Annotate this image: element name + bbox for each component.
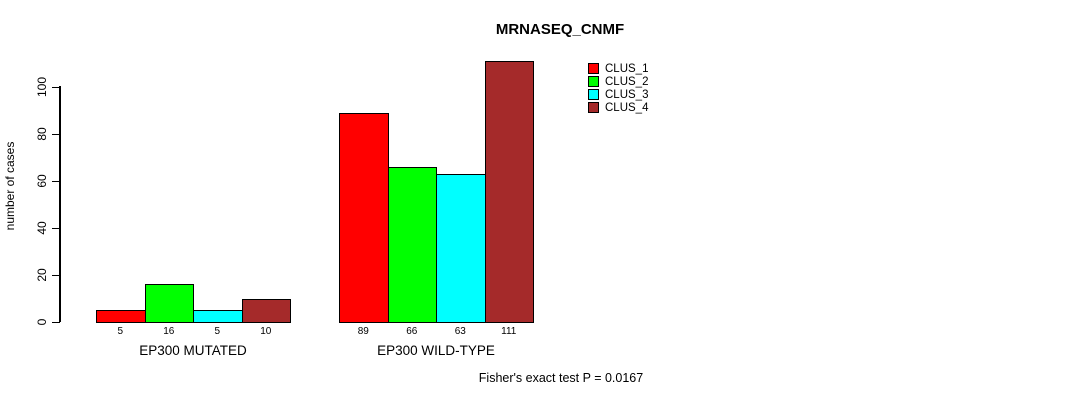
bar-value-clus_4-ep300-wild-type: 111 [501, 326, 517, 337]
legend-item-clus_1: CLUS_1 [588, 62, 648, 75]
legend-swatch-clus_4 [588, 102, 599, 113]
y-tick-mark-60 [52, 180, 60, 182]
bar-value-clus_1-ep300-wild-type: 89 [357, 326, 369, 337]
y-tick-label-60: 60 [35, 174, 49, 188]
legend-label-clus_4: CLUS_4 [605, 101, 649, 114]
bar-clus_4-ep300-wild-type [484, 61, 534, 323]
bar-value-clus_3-ep300-wild-type: 63 [454, 326, 466, 337]
bar-clus_1-ep300-mutated [96, 310, 146, 323]
legend: CLUS_1 CLUS_2 CLUS_3 CLUS_4 [588, 62, 648, 114]
bar-clus_3-ep300-wild-type [436, 173, 486, 323]
y-axis-line [59, 86, 61, 322]
y-tick-label-20: 20 [35, 268, 49, 282]
y-axis-label: number of cases [3, 141, 17, 231]
bar-value-clus_2-ep300-mutated: 16 [163, 326, 175, 337]
legend-item-clus_4: CLUS_4 [588, 101, 648, 114]
fisher-test-note: Fisher's exact test P = 0.0167 [478, 371, 644, 385]
legend-label-clus_3: CLUS_3 [605, 88, 649, 101]
y-tick-label-0: 0 [35, 318, 49, 326]
y-tick-mark-0 [52, 321, 60, 323]
bar-clus_2-ep300-wild-type [387, 166, 437, 323]
bar-value-clus_1-ep300-mutated: 5 [117, 326, 124, 337]
category-label-ep300-mutated: EP300 MUTATED [139, 343, 247, 358]
legend-item-clus_2: CLUS_2 [588, 75, 648, 88]
y-tick-mark-100 [52, 86, 60, 88]
bar-clus_3-ep300-mutated [193, 310, 243, 323]
y-tick-mark-20 [52, 274, 60, 276]
y-tick-label-100: 100 [35, 76, 49, 98]
y-tick-mark-40 [52, 227, 60, 229]
legend-swatch-clus_3 [588, 89, 599, 100]
y-tick-label-80: 80 [35, 127, 49, 141]
bar-clus_2-ep300-mutated [144, 284, 194, 323]
chart-title: MRNASEQ_CNMF [495, 21, 625, 38]
bar-value-clus_4-ep300-mutated: 10 [260, 326, 272, 337]
legend-label-clus_1: CLUS_1 [605, 62, 649, 75]
bar-clus_1-ep300-wild-type [339, 112, 389, 323]
y-tick-mark-80 [52, 133, 60, 135]
y-tick-label-40: 40 [35, 221, 49, 235]
legend-swatch-clus_2 [588, 76, 599, 87]
bar-value-clus_3-ep300-mutated: 5 [214, 326, 221, 337]
legend-swatch-clus_1 [588, 63, 599, 74]
category-label-ep300-wild-type: EP300 WILD-TYPE [377, 343, 495, 358]
legend-item-clus_3: CLUS_3 [588, 88, 648, 101]
legend-label-clus_2: CLUS_2 [605, 75, 649, 88]
bar-clus_4-ep300-mutated [241, 298, 291, 323]
bar-value-clus_2-ep300-wild-type: 66 [406, 326, 418, 337]
